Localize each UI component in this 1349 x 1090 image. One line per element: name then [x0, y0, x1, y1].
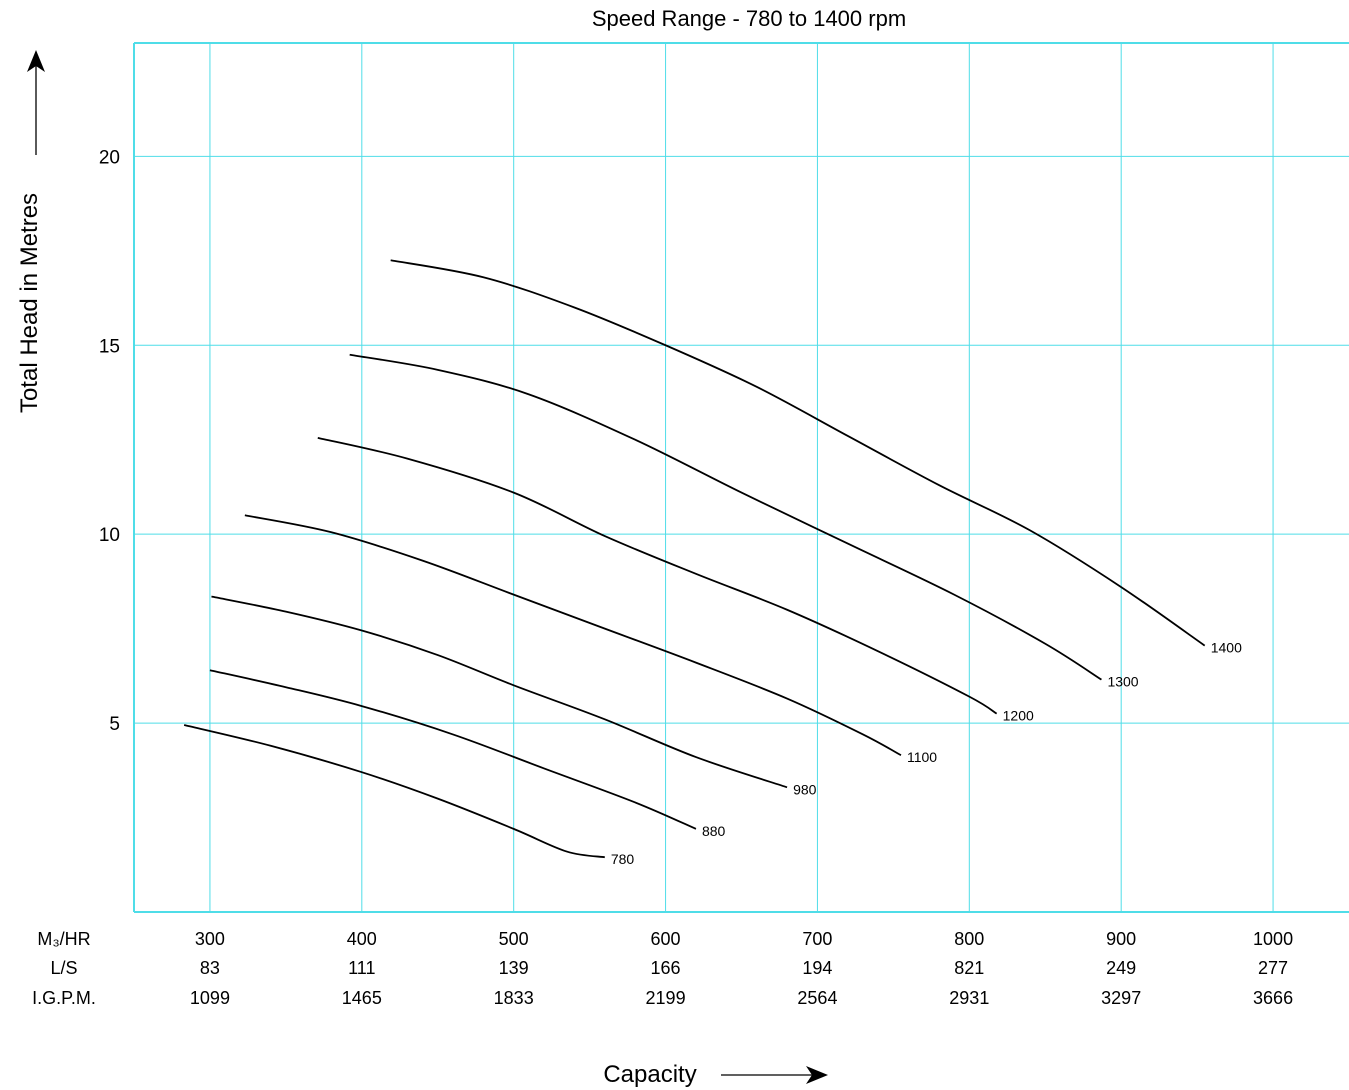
curve-label-1200: 1200 [1003, 708, 1034, 724]
x-tick-label-r0-c5: 800 [954, 929, 984, 949]
curve-label-1100: 1100 [907, 749, 937, 765]
y-axis-arrow-icon [27, 50, 45, 72]
curve-label-1400: 1400 [1211, 640, 1242, 656]
y-tick-label-15: 15 [99, 336, 120, 357]
speed-curves: 780 880 980 1100 1200 1300 1400 [183, 259, 1242, 867]
x-tick-label-r1-c0: 83 [200, 958, 220, 978]
x-row-label-1: L/S [50, 958, 77, 978]
x-tick-label-r0-c3: 600 [651, 929, 681, 949]
x-row-label-2: I.G.P.M. [32, 988, 96, 1008]
x-axis-title-group: Capacity [603, 1061, 828, 1088]
x-axis-arrow-icon [806, 1066, 828, 1084]
x-tick-rows: M₃/HR 300 400 500 600 700 800 900 1000 L/S 83 111 13… [32, 929, 1293, 1008]
y-tick-label-5: 5 [109, 714, 120, 735]
x-row-label-0: M₃/HR [37, 929, 90, 949]
curve-label-780: 780 [611, 851, 635, 867]
x-tick-label-r0-c6: 900 [1106, 929, 1136, 949]
x-tick-label-r0-c7: 1000 [1253, 929, 1293, 949]
x-tick-label-r2-c6: 3297 [1101, 988, 1141, 1008]
x-tick-label-r2-c2: 1833 [494, 988, 534, 1008]
grid [134, 43, 1349, 912]
x-tick-label-r2-c3: 2199 [646, 988, 686, 1008]
x-tick-label-r1-c2: 139 [499, 958, 529, 978]
x-tick-label-r0-c4: 700 [802, 929, 832, 949]
curve-980 [211, 595, 788, 789]
x-tick-label-r1-c7: 277 [1258, 958, 1288, 978]
curve-label-880: 880 [702, 823, 726, 839]
x-tick-label-r1-c6: 249 [1106, 958, 1136, 978]
curve-label-1300: 1300 [1107, 674, 1138, 690]
x-tick-label-r1-c1: 111 [348, 958, 375, 978]
x-tick-label-r2-c5: 2931 [949, 988, 989, 1008]
y-axis-title-group: Total Head in Metres [16, 50, 45, 413]
curve-1300 [349, 353, 1102, 681]
y-tick-labels: 5 10 15 20 [99, 147, 120, 735]
y-tick-label-20: 20 [99, 147, 120, 168]
curve-1100 [244, 514, 902, 756]
x-tick-label-r2-c1: 1465 [342, 988, 382, 1008]
x-tick-label-r2-c7: 3666 [1253, 988, 1293, 1008]
y-tick-label-10: 10 [99, 525, 120, 546]
x-tick-label-r2-c4: 2564 [797, 988, 837, 1008]
y-axis-title: Total Head in Metres [16, 193, 43, 413]
curve-780 [183, 724, 605, 859]
x-tick-label-r1-c4: 194 [802, 958, 832, 978]
x-tick-label-r0-c2: 500 [499, 929, 529, 949]
plot-frame [133, 42, 1349, 913]
x-tick-label-r1-c3: 166 [651, 958, 681, 978]
curve-1200 [317, 436, 998, 715]
curve-1400 [390, 259, 1206, 647]
curve-880 [209, 669, 697, 830]
x-tick-label-r0-c0: 300 [195, 929, 225, 949]
x-axis-title: Capacity [603, 1061, 696, 1088]
x-tick-label-r2-c0: 1099 [190, 988, 230, 1008]
x-tick-label-r1-c5: 821 [954, 958, 984, 978]
chart-title: Speed Range - 780 to 1400 rpm [592, 6, 906, 31]
x-tick-label-r0-c1: 400 [347, 929, 377, 949]
curve-label-980: 980 [793, 781, 817, 797]
